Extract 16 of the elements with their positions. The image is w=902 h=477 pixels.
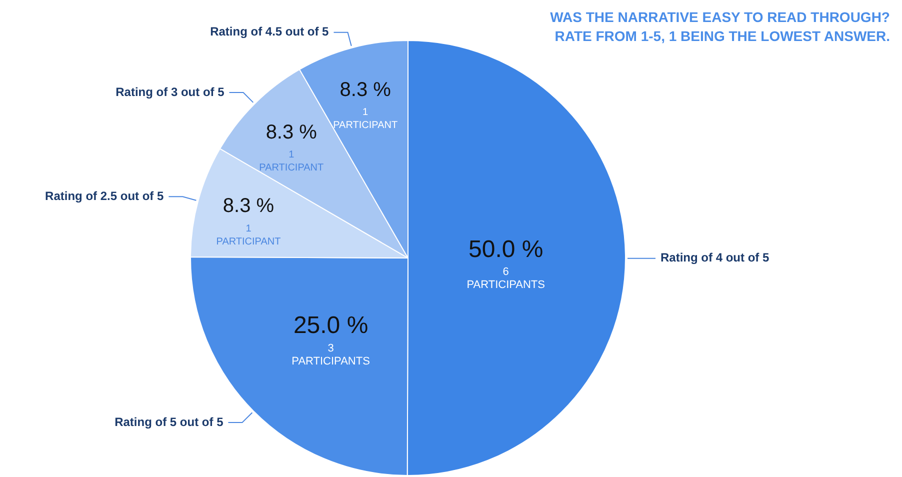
slice-label: Rating of 2.5 out of 5 [45,188,164,203]
slice-label: Rating of 4 out of 5 [660,250,770,265]
slice-label: Rating of 5 out of 5 [114,414,224,429]
data-label: 8.3 % [266,121,318,144]
text: 3 PARTICIPANTS [292,342,370,368]
data-label: 8.3 % [340,78,392,101]
chart-title: WAS THE NARRATIVE EASY TO READ THROUGH? RATE FROM 1-5, 1 BEING THE LOWEST ANSWER. [550,8,890,46]
data-label: 50.0 % [468,236,544,263]
data-label: 25.0 % [293,312,368,340]
slice-label: Rating of 4.5 out of 5 [210,24,330,39]
text: 1 PARTICIPANT [216,223,281,248]
text: 1 PARTICIPANT [333,107,398,132]
slice-label: Rating of 3 out of 5 [116,84,225,99]
data-label: 8.3 % [222,195,274,218]
text: 1 PARTICIPANT [259,150,324,174]
text: 6 PARTICIPANTS [466,266,545,292]
